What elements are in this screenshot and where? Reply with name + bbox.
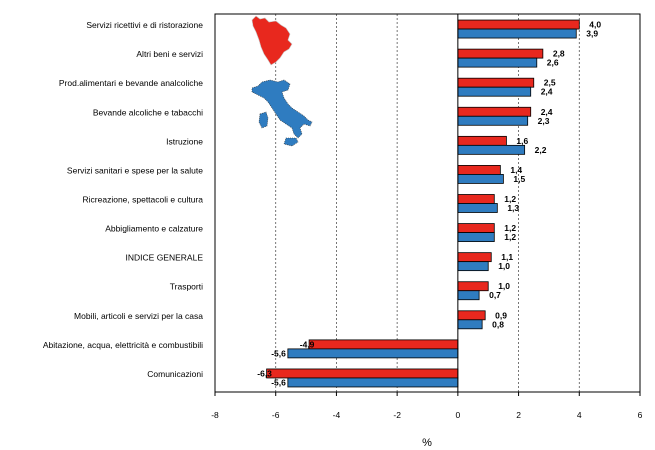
category-label: Altri beni e servizi — [136, 49, 203, 59]
data-label: 1,2 — [504, 232, 516, 242]
bar-blue — [457, 86, 532, 97]
x-tick-label: -8 — [211, 410, 219, 420]
bar-red — [457, 194, 495, 204]
bar-blue — [287, 377, 459, 388]
bar-blue — [457, 57, 538, 68]
category-label: Prod.alimentari e bevande analcoliche — [59, 78, 203, 88]
bar-series — [266, 19, 580, 388]
x-tick-label: -4 — [333, 410, 341, 420]
data-label: 2,5 — [544, 78, 556, 88]
category-labels: Servizi ricettivi e di ristorazione Altri… — [43, 20, 203, 379]
data-label: 1,6 — [516, 136, 528, 146]
bar-red — [308, 339, 459, 350]
bar-red — [457, 223, 495, 233]
bar-blue — [457, 232, 495, 242]
bar-red — [457, 135, 507, 146]
category-label: Istruzione — [166, 136, 203, 146]
data-label: -5,6 — [271, 377, 286, 387]
x-tick-label: -2 — [393, 410, 401, 420]
x-tick-label: 2 — [516, 410, 521, 420]
italy-map-icon — [251, 79, 313, 147]
data-label: -6,3 — [257, 368, 272, 378]
x-tick-label: 6 — [638, 410, 643, 420]
x-tick-label: -6 — [272, 410, 280, 420]
data-label: -4,9 — [300, 339, 315, 349]
data-label: 2,6 — [547, 58, 559, 68]
data-label: 1,2 — [504, 223, 516, 233]
bar-red — [457, 106, 532, 117]
bar-red — [457, 281, 489, 292]
data-label: 2,4 — [541, 87, 553, 97]
x-tick-label: 0 — [455, 410, 460, 420]
category-label: Trasporti — [170, 282, 203, 292]
data-label: 1,2 — [504, 194, 516, 204]
bar-red — [457, 310, 486, 321]
data-label: 0,7 — [489, 290, 501, 300]
category-label: Comunicazioni — [147, 369, 203, 379]
x-axis-title: % — [422, 437, 432, 449]
category-label: Abitazione, acqua, elettricità e combust… — [43, 340, 203, 350]
value-labels: 4,02,82,52,41,61,41,21,21,11,00,9-4,9-6,… — [257, 20, 601, 388]
plot-frame — [214, 13, 641, 393]
category-label: Mobili, articoli e servizi per la casa — [74, 311, 203, 321]
data-label: 2,3 — [538, 116, 550, 126]
data-label: 1,3 — [507, 203, 519, 213]
bar-blue — [457, 203, 498, 213]
bar-red — [457, 252, 492, 263]
bar-red — [266, 368, 459, 379]
data-label: 1,0 — [498, 281, 510, 291]
bar-blue — [457, 319, 483, 330]
data-label: 3,9 — [586, 29, 598, 39]
data-label: 2,4 — [541, 107, 553, 117]
data-label: 2,2 — [535, 145, 547, 155]
category-label: Abbigliamento e calzature — [105, 224, 203, 234]
bar-blue — [457, 261, 489, 272]
x-tick-label: 4 — [577, 410, 582, 420]
data-label: 0,8 — [492, 319, 504, 329]
data-label: 1,5 — [513, 174, 525, 184]
bar-blue — [457, 115, 529, 126]
data-label: 1,4 — [510, 165, 522, 175]
plot-border — [214, 13, 641, 393]
bar-red — [457, 77, 535, 88]
tuscany-map-icon — [251, 15, 293, 66]
bar-red — [457, 19, 580, 30]
category-label: Servizi ricettivi e di ristorazione — [86, 20, 203, 30]
category-label: Bevande alcoliche e tabacchi — [93, 107, 203, 117]
data-label: 1,0 — [498, 261, 510, 271]
category-label: Servizi sanitari e spese per la salute — [67, 165, 203, 175]
grid-lines — [275, 14, 580, 392]
data-label: -5,6 — [271, 348, 286, 358]
bar-blue — [287, 348, 459, 359]
data-label: 2,8 — [553, 49, 565, 59]
bar-blue — [457, 174, 504, 184]
data-label: 4,0 — [589, 20, 601, 30]
x-axis-ticks: -8 -6 -4 -2 0 2 4 6 — [211, 392, 643, 420]
category-label: INDICE GENERALE — [126, 253, 204, 263]
bar-red — [457, 165, 501, 175]
bar-blue — [457, 290, 480, 301]
data-label: 0,9 — [495, 310, 507, 320]
bar-red — [457, 48, 544, 59]
category-label: Ricreazione, spettacoli e cultura — [83, 195, 204, 205]
data-label: 1,1 — [501, 252, 513, 262]
bar-blue — [457, 28, 577, 39]
bar-blue — [457, 144, 526, 155]
